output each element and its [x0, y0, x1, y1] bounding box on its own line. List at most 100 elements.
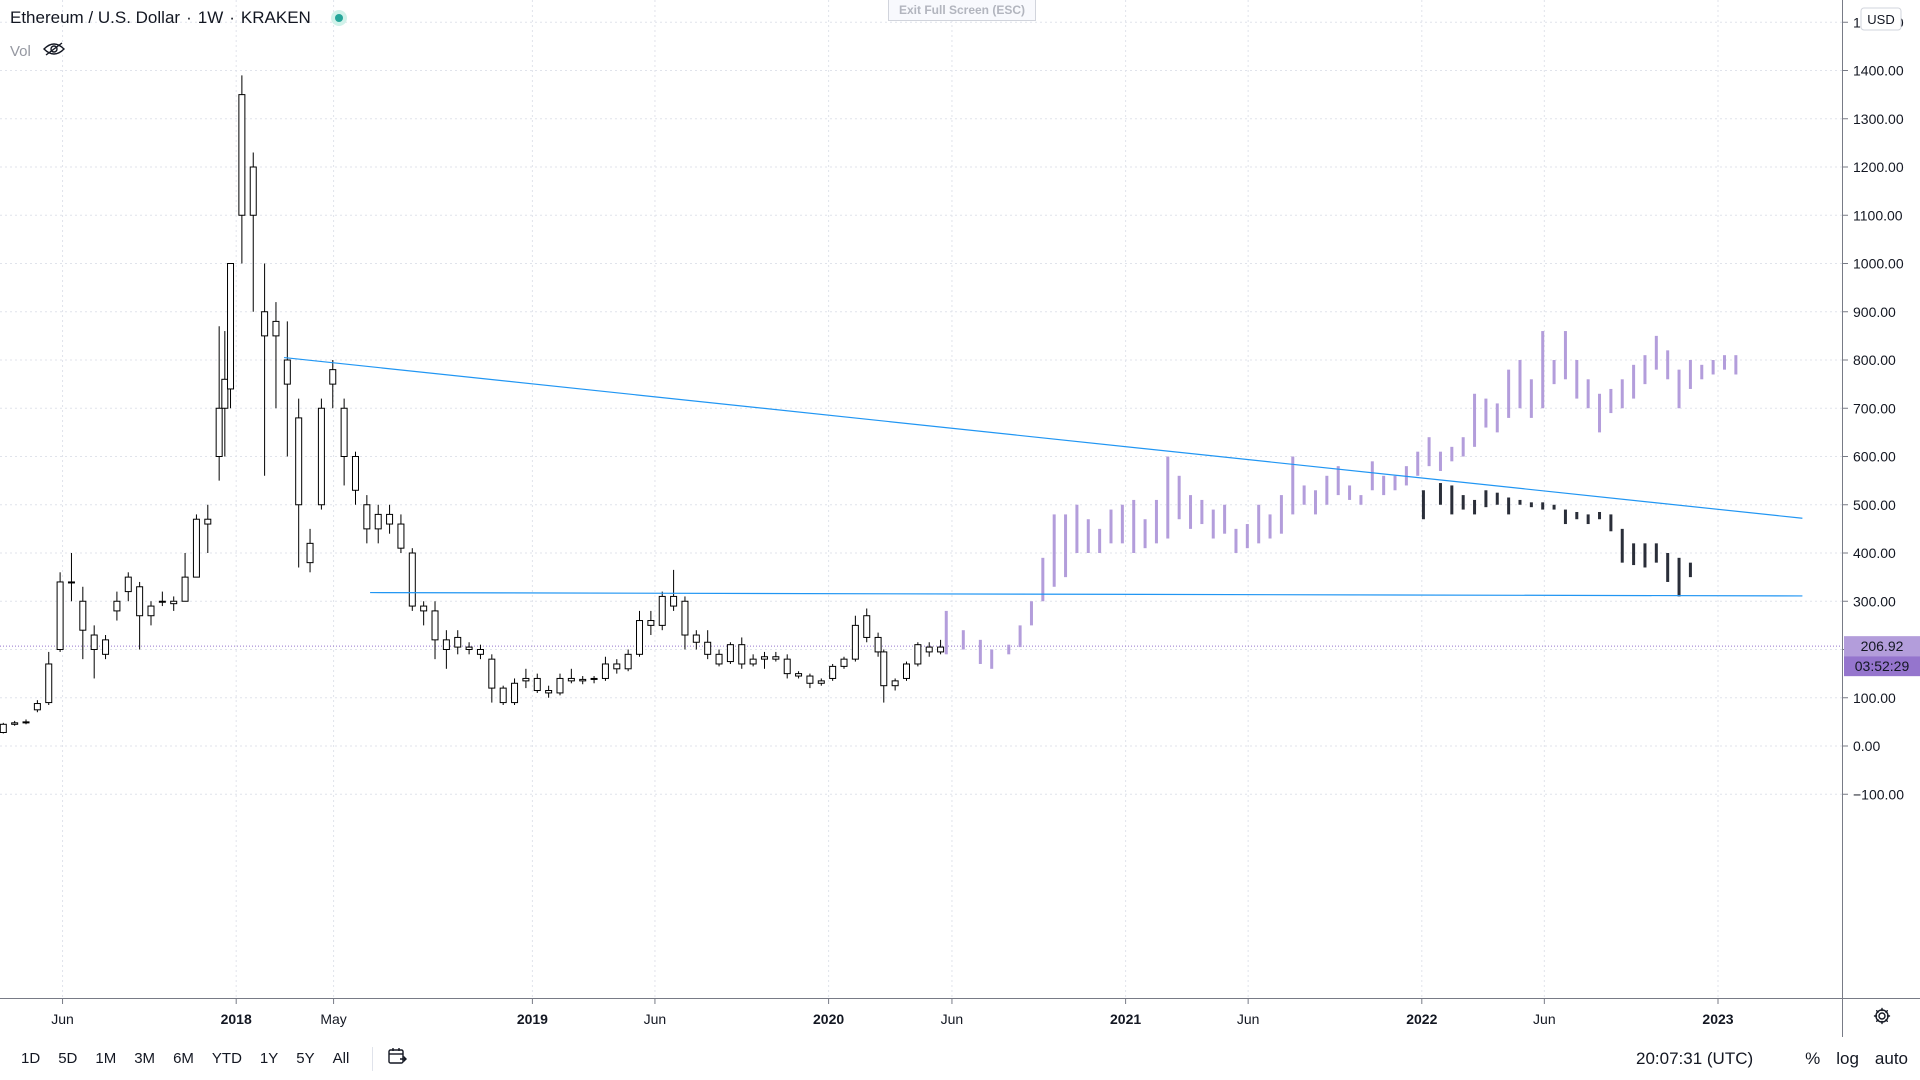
- projection-bar: [1302, 485, 1306, 505]
- projection-bar: [1109, 509, 1113, 544]
- projection-bar: [1450, 446, 1454, 462]
- candle-body: [880, 651, 888, 687]
- candle-body: [147, 605, 155, 617]
- candle: [840, 656, 848, 669]
- candle: [363, 495, 371, 544]
- currency-label: USD: [1860, 7, 1902, 31]
- projection-bar: [1722, 355, 1726, 370]
- candle: [511, 678, 519, 705]
- projection-bar: [1029, 601, 1033, 626]
- chart-pane[interactable]: Ethereum / U.S. Dollar · 1W · KRAKEN Vol…: [0, 0, 1842, 998]
- candle: [340, 398, 348, 486]
- exit-fullscreen-button[interactable]: Exit Full Screen (ESC): [888, 0, 1036, 21]
- price-chart[interactable]: [0, 0, 1842, 998]
- projection-bar: [1154, 499, 1158, 544]
- candle-body: [556, 677, 564, 694]
- candle-body: [329, 369, 337, 385]
- projection-tail-bar: [1620, 528, 1624, 563]
- projection-bar: [1007, 644, 1011, 655]
- projection-bar: [1098, 528, 1102, 553]
- candle: [147, 601, 155, 626]
- candle: [692, 630, 700, 650]
- candle-body: [590, 677, 598, 680]
- candle: [374, 504, 382, 544]
- projection-bar: [1609, 388, 1613, 414]
- candle-body: [56, 581, 64, 651]
- candle: [192, 514, 200, 578]
- candle-body: [647, 620, 655, 626]
- projection-tail-bar: [1643, 543, 1647, 568]
- projection-bar: [961, 630, 965, 650]
- candle: [760, 651, 768, 669]
- candle: [181, 553, 189, 602]
- range-button-3m[interactable]: 3M: [134, 1049, 156, 1067]
- candle: [488, 654, 496, 703]
- candle: [124, 572, 132, 602]
- projection-bar: [990, 649, 994, 669]
- projection-tail-bar: [1421, 490, 1425, 520]
- projection-bar: [1382, 475, 1386, 496]
- candle-body: [363, 504, 371, 530]
- candle: [45, 651, 53, 705]
- projection-bar: [1575, 360, 1579, 399]
- candle-body: [306, 542, 314, 564]
- range-button-6m[interactable]: 6M: [173, 1049, 194, 1067]
- candle-body: [636, 620, 644, 655]
- percent-scale-toggle[interactable]: %: [1805, 1048, 1821, 1068]
- candle: [113, 591, 121, 621]
- candle: [902, 661, 910, 681]
- range-button-1y[interactable]: 1Y: [259, 1049, 279, 1067]
- candle-body: [817, 680, 825, 684]
- candle-body: [499, 687, 507, 704]
- time-axis[interactable]: Jun 2018 May 2019 Jun 2020 Jun 2021 Jun 2022 Jun 20…: [0, 998, 1842, 1037]
- projection-bar: [1518, 360, 1522, 409]
- chart-settings-button[interactable]: [1842, 998, 1920, 1037]
- candle: [556, 673, 564, 696]
- interval-label[interactable]: 1W: [197, 8, 224, 27]
- candle-body: [408, 552, 416, 607]
- log-scale-toggle[interactable]: log: [1836, 1048, 1859, 1068]
- range-button-1d[interactable]: 1D: [21, 1049, 41, 1067]
- range-button-5y[interactable]: 5Y: [296, 1049, 315, 1067]
- projection-bar: [1245, 524, 1249, 549]
- candle-body: [692, 634, 700, 643]
- price-tick-label: 700.00: [1853, 400, 1896, 416]
- candle: [408, 548, 416, 611]
- candle-body: [488, 658, 496, 689]
- range-button-ytd[interactable]: YTD: [211, 1049, 242, 1067]
- candle: [647, 610, 655, 636]
- candle: [522, 668, 530, 689]
- projection-bar: [1484, 398, 1488, 428]
- goto-date-icon[interactable]: [387, 1046, 408, 1071]
- candle: [56, 572, 64, 652]
- candle: [658, 591, 666, 631]
- price-scale[interactable]: −100.000.00100.00200.00300.00400.00500.0…: [1842, 0, 1920, 998]
- candle-body: [715, 653, 723, 665]
- utc-clock[interactable]: 20:07:31 (UTC): [1636, 1048, 1754, 1068]
- candle: [351, 451, 359, 505]
- price-tick-label: 800.00: [1853, 352, 1896, 368]
- price-tick-label: 300.00: [1853, 593, 1896, 609]
- exchange-label: KRAKEN: [240, 8, 311, 27]
- time-tick-label: May: [320, 1011, 346, 1027]
- eye-hidden-icon[interactable]: [42, 42, 65, 60]
- range-button-5d[interactable]: 5D: [58, 1049, 78, 1067]
- projection-bar: [1223, 504, 1227, 534]
- candle-body: [567, 677, 575, 682]
- range-button-1m[interactable]: 1M: [95, 1049, 117, 1067]
- candle: [442, 630, 450, 669]
- candle-body: [192, 518, 200, 578]
- symbol-name[interactable]: Ethereum / U.S. Dollar: [10, 8, 181, 27]
- time-tick-label: 2022: [1406, 1011, 1437, 1027]
- candle: [499, 685, 507, 705]
- candle: [533, 673, 541, 693]
- market-status-icon[interactable]: [330, 10, 347, 26]
- auto-scale-toggle[interactable]: auto: [1874, 1048, 1908, 1068]
- gear-icon[interactable]: [1873, 1007, 1891, 1030]
- candle-body: [221, 378, 229, 409]
- projection-bar: [1586, 379, 1590, 409]
- projection-tail-bar: [1529, 502, 1533, 508]
- candle: [397, 514, 405, 553]
- candle: [90, 625, 98, 679]
- range-button-all[interactable]: All: [332, 1049, 350, 1067]
